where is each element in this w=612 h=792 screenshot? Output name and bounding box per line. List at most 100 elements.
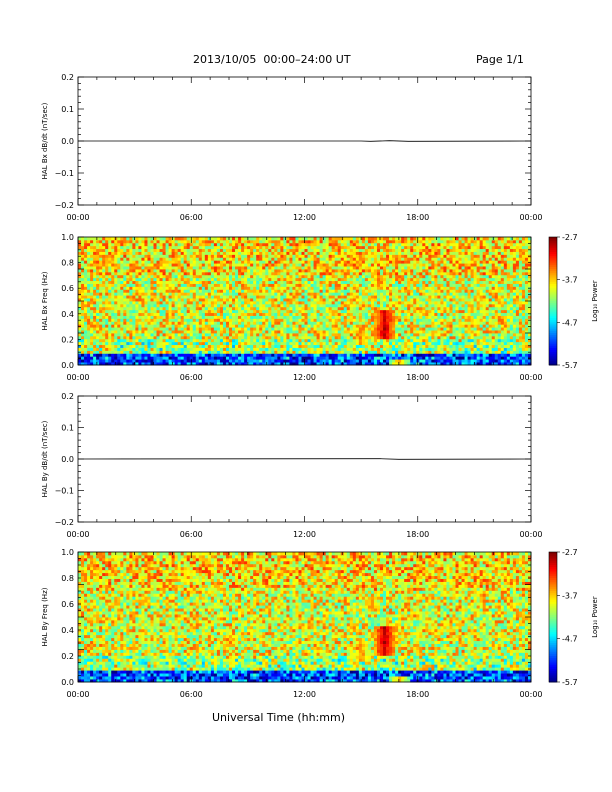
spectrogram-cell: [189, 303, 194, 308]
spectrogram-cell: [156, 312, 160, 316]
spectrogram-cell: [328, 353, 333, 357]
spectrogram-cell: [386, 292, 390, 296]
spectrogram-cell: [108, 341, 112, 346]
spectrogram-cell: [361, 344, 366, 348]
spectrogram-cell: [117, 274, 121, 279]
spectrogram-cell: [247, 333, 251, 337]
spectrogram-cell: [241, 274, 245, 279]
spectrogram-cell: [443, 321, 447, 325]
spectrogram-cell: [443, 280, 447, 284]
spectrogram-cell: [310, 341, 314, 346]
spectrogram-cell: [108, 347, 112, 351]
spectrogram-cell: [123, 321, 127, 325]
spectrogram-cell: [383, 277, 387, 282]
spectrogram-cell: [340, 309, 345, 314]
spectrogram-cell: [292, 289, 296, 293]
spectrogram-cell: [177, 327, 182, 331]
spectrogram-cell: [316, 347, 320, 351]
spectrogram-cell: [96, 315, 100, 319]
spectrogram-cell: [93, 344, 97, 348]
spectrogram-cell: [380, 315, 384, 319]
spectrogram-cell: [437, 298, 441, 302]
spectrogram-cell: [216, 330, 221, 334]
spectrogram-cell: [506, 318, 511, 322]
spectrogram-cell: [343, 333, 348, 337]
spectrogram-cell: [503, 321, 508, 325]
spectrogram-cell: [370, 286, 375, 290]
spectrogram-cell: [446, 295, 450, 299]
spectrogram-cell: [144, 335, 148, 340]
spectrogram-cell: [476, 271, 481, 276]
spectrogram-cell: [114, 315, 118, 319]
spectrogram-cell: [123, 303, 127, 308]
spectrogram-cell: [141, 330, 145, 334]
spectrogram-cell: [171, 344, 176, 348]
spectrogram-cell: [304, 306, 308, 311]
spectrogram-cell: [413, 359, 417, 363]
spectrogram-cell: [219, 327, 224, 331]
spectrogram-cell: [488, 341, 493, 346]
spectrogram-cell: [186, 356, 191, 360]
spectrogram-cell: [253, 309, 257, 314]
spectrogram-cell: [452, 344, 456, 348]
spectrogram-cell: [225, 289, 230, 293]
spectrogram-cell: [461, 356, 465, 360]
spectrogram-cell: [111, 289, 115, 293]
spectrogram-cell: [527, 295, 532, 299]
spectrogram-cell: [470, 344, 475, 348]
spectrogram-cell: [222, 335, 227, 340]
x-tick-label: 12:00: [293, 213, 316, 222]
spectrogram-cell: [352, 277, 357, 282]
spectrogram-cell: [120, 335, 124, 340]
spectrogram-cell: [241, 315, 245, 319]
spectrogram-cell: [108, 315, 112, 319]
spectrogram-cell: [461, 347, 465, 351]
spectrogram-cell: [512, 315, 517, 319]
spectrogram-cell: [367, 335, 372, 340]
spectrogram-cell: [259, 301, 263, 305]
spectrogram-cell: [422, 312, 426, 316]
spectrogram-cell: [301, 301, 305, 305]
spectrogram-cell: [461, 335, 465, 340]
spectrogram-cell: [78, 315, 82, 319]
spectrogram-cell: [313, 274, 317, 279]
spectrogram-cell: [256, 315, 260, 319]
spectrogram-cell: [458, 327, 462, 331]
spectrogram-cell: [150, 286, 154, 290]
spectrogram-cell: [319, 303, 324, 308]
spectrogram-cell: [355, 283, 360, 287]
spectrogram-cell: [392, 335, 396, 340]
spectrogram-cell: [99, 330, 103, 334]
y-tick-label: 0.1: [61, 105, 74, 114]
spectrogram-cell: [361, 283, 366, 287]
spectrogram-cell: [301, 277, 305, 282]
spectrogram-cell: [428, 327, 432, 331]
spectrogram-cell: [195, 303, 200, 308]
spectrogram-cell: [376, 286, 381, 290]
spectrogram-cell: [328, 306, 333, 311]
spectrogram-cell: [395, 347, 399, 351]
spectrogram-cell: [398, 362, 402, 366]
spectrogram-cell: [331, 333, 336, 337]
spectrogram-cell: [437, 280, 441, 284]
spectrogram-cell: [428, 353, 432, 357]
spectrogram-cell: [488, 309, 493, 314]
spectrogram-cell: [114, 286, 118, 290]
spectrogram-cell: [307, 277, 311, 282]
spectrogram-cell: [256, 335, 260, 340]
spectrogram-cell: [153, 324, 157, 328]
spectrogram-cell: [105, 347, 109, 351]
spectrogram-cell: [404, 277, 408, 282]
spectrogram-cell: [455, 338, 459, 343]
spectrogram-cell: [90, 312, 94, 316]
spectrogram-cell: [440, 271, 444, 276]
spectrogram-cell: [87, 298, 91, 302]
spectrogram-cell: [259, 280, 263, 284]
spectrogram-cell: [512, 321, 517, 325]
spectrogram-cell: [518, 280, 523, 284]
spectrogram-cell: [488, 283, 493, 287]
spectrogram-cell: [225, 280, 230, 284]
spectrogram-cell: [524, 324, 529, 328]
spectrogram-cell: [452, 289, 456, 293]
spectrogram-cell: [407, 274, 411, 279]
